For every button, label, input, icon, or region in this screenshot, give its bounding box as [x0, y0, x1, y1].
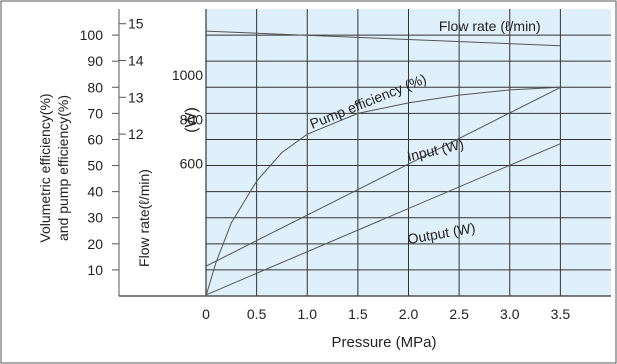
efficiency-tick-label: 70	[87, 105, 103, 121]
efficiency-tick-label: 100	[80, 27, 104, 43]
x-tick-label: 1.5	[348, 306, 368, 322]
flow-tick-label: 13	[128, 89, 144, 105]
power-tick-label: 800	[180, 111, 204, 127]
efficiency-tick-label: 40	[87, 184, 103, 200]
efficiency-axis-label-line2: and pump efficiency(%)	[55, 95, 71, 241]
x-tick-label: 0	[202, 306, 210, 322]
efficiency-tick-label: 30	[87, 210, 103, 226]
efficiency-tick-label: 60	[87, 131, 103, 147]
x-tick-label: 1.0	[298, 306, 318, 322]
efficiency-tick-label: 10	[87, 262, 103, 278]
power-tick-label: 1000	[172, 67, 203, 83]
efficiency-tick-label: 20	[87, 236, 103, 252]
series-line-0	[205, 30, 561, 47]
axes: 0 0.5 1.0 1.5 2.0 2.5 3.0 3.5 100 90 80 70 60 50 40 30 2…	[80, 9, 611, 322]
flow-tick-label: 14	[128, 53, 144, 69]
x-tick-label: 0.5	[247, 306, 267, 322]
series-line-2	[205, 86, 561, 267]
grid-lines	[205, 9, 611, 296]
x-tick-label: 2.0	[399, 306, 419, 322]
series-line-3	[205, 143, 561, 296]
efficiency-axis-label-line1: Volumetric efficiency(%)	[37, 93, 53, 242]
power-axis-label: (W)	[183, 107, 200, 133]
efficiency-tick-label: 50	[87, 158, 103, 174]
x-tick-label: 3.5	[551, 306, 571, 322]
flow-axis-label: Flow rate(ℓ/min)	[136, 169, 152, 267]
series-label-0: Flow rate (ℓ/min)	[439, 18, 541, 34]
power-tick-label: 600	[180, 156, 204, 172]
flow-tick-label: 15	[128, 16, 144, 32]
series-line-1	[205, 86, 561, 297]
x-tick-label: 3.0	[500, 306, 520, 322]
efficiency-tick-label: 90	[87, 53, 103, 69]
x-axis-label: Pressure (MPa)	[331, 334, 436, 351]
flow-tick-label: 12	[128, 126, 144, 142]
efficiency-tick-label: 80	[87, 79, 103, 95]
x-tick-label: 2.5	[449, 306, 469, 322]
